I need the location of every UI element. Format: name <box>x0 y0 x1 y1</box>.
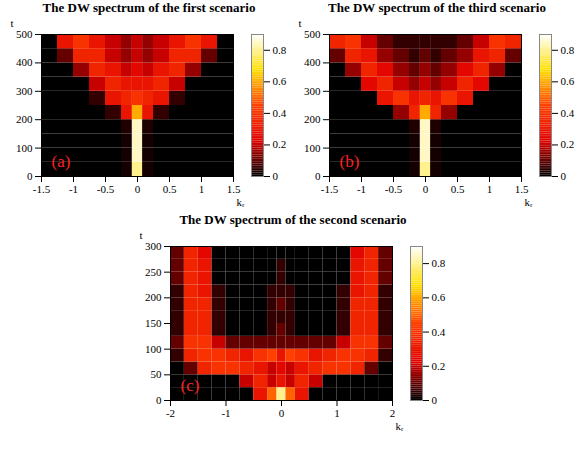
svg-text:0.6: 0.6 <box>273 75 287 87</box>
svg-text:100: 100 <box>145 343 162 355</box>
svg-text:kᵣ: kᵣ <box>236 196 245 208</box>
svg-text:-2: -2 <box>166 407 175 419</box>
svg-text:1: 1 <box>199 183 205 195</box>
svg-text:200: 200 <box>145 291 162 303</box>
svg-text:250: 250 <box>145 266 162 278</box>
svg-text:200: 200 <box>16 113 33 125</box>
svg-text:1: 1 <box>487 183 493 195</box>
svg-text:-0.5: -0.5 <box>97 183 115 195</box>
svg-text:(a): (a) <box>52 152 71 171</box>
svg-text:0.2: 0.2 <box>432 360 446 372</box>
svg-text:(b): (b) <box>340 152 360 171</box>
svg-text:-1.5: -1.5 <box>33 183 51 195</box>
html-text:The DW spectrum of the second: The DW spectrum of the second scenario <box>179 212 407 227</box>
svg-text:0.8: 0.8 <box>432 257 446 269</box>
svg-text:400: 400 <box>304 56 321 68</box>
svg-text:2: 2 <box>390 407 396 419</box>
svg-text:300: 300 <box>145 240 162 252</box>
svg-text:0: 0 <box>273 170 279 182</box>
svg-text:100: 100 <box>16 142 33 154</box>
svg-text:50: 50 <box>151 368 163 380</box>
svg-text:t: t <box>11 17 14 29</box>
svg-text:400: 400 <box>16 56 33 68</box>
svg-text:0: 0 <box>135 183 141 195</box>
svg-text:0.2: 0.2 <box>273 138 287 150</box>
svg-text:0.5: 0.5 <box>163 183 177 195</box>
svg-text:0.4: 0.4 <box>273 107 287 119</box>
svg-text:500: 500 <box>304 28 321 40</box>
svg-text:500: 500 <box>16 28 33 40</box>
svg-text:0.5: 0.5 <box>451 183 465 195</box>
svg-text:-1: -1 <box>221 407 230 419</box>
svg-text:1.5: 1.5 <box>515 183 529 195</box>
svg-text:0.6: 0.6 <box>561 75 575 87</box>
svg-text:0: 0 <box>156 394 162 406</box>
svg-text:0.2: 0.2 <box>561 138 575 150</box>
svg-text:0: 0 <box>561 170 567 182</box>
svg-text:300: 300 <box>16 85 33 97</box>
svg-text:(c): (c) <box>181 376 200 395</box>
svg-text:0.6: 0.6 <box>432 291 446 303</box>
svg-text:150: 150 <box>145 317 162 329</box>
svg-text:-0.5: -0.5 <box>385 183 403 195</box>
svg-text:t: t <box>140 229 143 241</box>
svg-text:-1: -1 <box>69 183 78 195</box>
svg-text:0: 0 <box>27 170 33 182</box>
svg-text:kᵣ: kᵣ <box>524 196 533 208</box>
svg-text:0.8: 0.8 <box>273 44 287 56</box>
svg-text:200: 200 <box>304 113 321 125</box>
svg-text:300: 300 <box>304 85 321 97</box>
svg-text:0: 0 <box>315 170 321 182</box>
svg-text:0: 0 <box>423 183 429 195</box>
svg-text:t: t <box>299 17 302 29</box>
svg-text:1: 1 <box>334 407 340 419</box>
svg-text:0.8: 0.8 <box>561 44 575 56</box>
html-text:The DW spectrum of the third s: The DW spectrum of the third scenario <box>328 0 546 15</box>
svg-text:0.4: 0.4 <box>432 326 446 338</box>
svg-text:0: 0 <box>432 394 438 406</box>
svg-text:0: 0 <box>279 407 285 419</box>
svg-text:0.4: 0.4 <box>561 107 575 119</box>
svg-text:100: 100 <box>304 142 321 154</box>
svg-text:kᵣ: kᵣ <box>395 420 404 432</box>
html-text:The DW spectrum of the first s: The DW spectrum of the first scenario <box>42 0 256 15</box>
svg-text:-1: -1 <box>357 183 366 195</box>
svg-text:-1.5: -1.5 <box>321 183 339 195</box>
svg-text:1.5: 1.5 <box>227 183 241 195</box>
